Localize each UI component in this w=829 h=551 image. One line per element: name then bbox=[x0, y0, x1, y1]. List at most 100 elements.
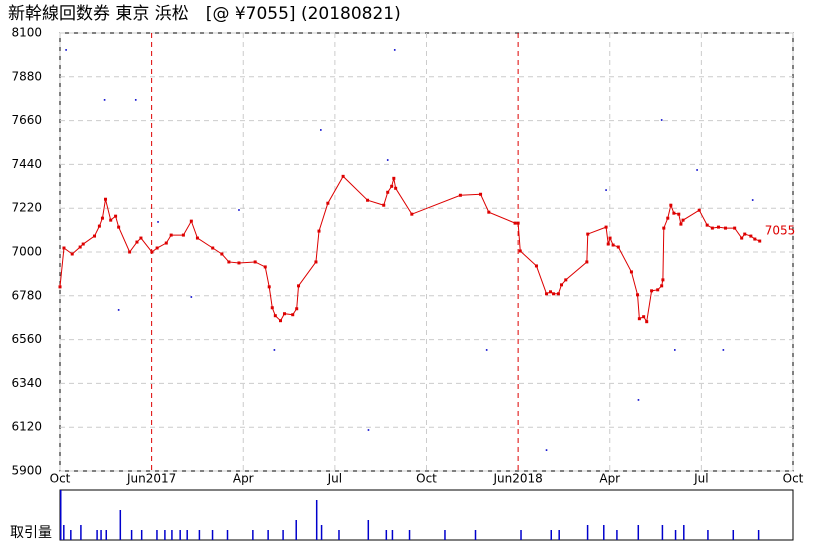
x-tick-label: Jun2017 bbox=[126, 472, 176, 486]
volume-bar bbox=[164, 530, 166, 540]
volume-bar bbox=[732, 530, 735, 540]
price-point bbox=[181, 233, 185, 237]
price-point bbox=[662, 226, 666, 230]
price-point bbox=[291, 313, 295, 317]
price-point bbox=[114, 214, 118, 218]
x-tick-label: Oct bbox=[50, 472, 71, 486]
price-point bbox=[681, 218, 685, 222]
quote-point bbox=[660, 119, 663, 121]
volume-bar bbox=[140, 530, 143, 540]
price-point bbox=[637, 317, 641, 321]
price-point bbox=[672, 211, 676, 215]
price-point bbox=[220, 252, 224, 256]
price-point bbox=[263, 265, 267, 269]
y-tick-label: 7440 bbox=[11, 157, 42, 171]
volume-bar bbox=[60, 490, 62, 540]
volume-bar bbox=[70, 530, 72, 540]
volume-bar bbox=[96, 530, 98, 540]
price-point bbox=[677, 212, 681, 216]
volume-bar bbox=[385, 530, 388, 540]
volume-bar bbox=[105, 530, 108, 540]
volume-bar bbox=[100, 530, 102, 540]
price-point bbox=[513, 221, 517, 225]
price-point bbox=[656, 288, 660, 292]
y-tick-label: 7660 bbox=[11, 113, 42, 127]
price-point bbox=[386, 190, 390, 194]
price-point bbox=[195, 236, 199, 240]
price-point bbox=[645, 320, 649, 324]
price-point bbox=[705, 223, 709, 227]
quote-point bbox=[545, 449, 548, 451]
volume-bar bbox=[80, 525, 82, 540]
quote-point bbox=[386, 159, 389, 161]
price-point bbox=[382, 203, 386, 207]
volume-bar bbox=[637, 525, 640, 540]
quote-point bbox=[674, 349, 676, 351]
y-tick-label: 7000 bbox=[11, 245, 42, 259]
volume-bar bbox=[315, 500, 318, 540]
y-tick-label: 7880 bbox=[11, 69, 42, 83]
price-point bbox=[253, 260, 257, 264]
price-point bbox=[606, 242, 610, 246]
quote-point bbox=[273, 349, 276, 351]
volume-bar bbox=[367, 520, 370, 540]
price-point bbox=[559, 283, 563, 287]
price-point bbox=[669, 203, 673, 207]
price-point bbox=[135, 240, 139, 244]
volume-bar bbox=[474, 530, 477, 540]
price-point bbox=[564, 278, 568, 282]
quote-point bbox=[134, 99, 137, 101]
volume-bar bbox=[179, 530, 181, 540]
volume-bar bbox=[586, 525, 589, 540]
quote-point bbox=[637, 399, 640, 401]
quote-point bbox=[485, 349, 488, 351]
volume-bar bbox=[338, 530, 340, 540]
volume-bar bbox=[295, 520, 297, 540]
price-point bbox=[749, 234, 753, 238]
price-point bbox=[128, 250, 132, 254]
volume-bar bbox=[267, 530, 269, 540]
y-tick-label: 8100 bbox=[11, 26, 42, 40]
y-tick-label: 6780 bbox=[11, 288, 42, 302]
volume-bar bbox=[282, 530, 284, 540]
price-line bbox=[59, 175, 760, 324]
price-point bbox=[410, 212, 414, 216]
price-point bbox=[660, 284, 664, 288]
x-tick-label: Oct bbox=[783, 472, 804, 486]
price-point bbox=[341, 174, 345, 178]
volume-bar bbox=[171, 530, 173, 540]
quote-point bbox=[605, 189, 607, 191]
price-point bbox=[70, 252, 74, 256]
price-point bbox=[282, 312, 286, 316]
price-point bbox=[109, 218, 113, 222]
y-tick-label: 6560 bbox=[11, 332, 42, 346]
price-point bbox=[295, 307, 299, 311]
price-point bbox=[534, 264, 538, 268]
volume-bar bbox=[186, 530, 188, 540]
price-point bbox=[545, 292, 549, 296]
price-point bbox=[679, 222, 683, 226]
volume-bar bbox=[391, 530, 394, 540]
last-price-label: 7055 bbox=[765, 224, 796, 238]
volume-bar bbox=[211, 530, 214, 540]
price-point bbox=[100, 216, 104, 220]
price-point bbox=[150, 250, 154, 254]
x-tick-label: Oct bbox=[416, 472, 437, 486]
price-point bbox=[93, 234, 97, 238]
price-point bbox=[724, 226, 728, 230]
price-point bbox=[636, 293, 640, 297]
x-tick-label: Jul bbox=[327, 472, 342, 486]
price-point bbox=[642, 315, 646, 319]
quote-point bbox=[367, 429, 370, 431]
volume-bar bbox=[683, 525, 685, 540]
volume-bar bbox=[63, 525, 65, 540]
volume-bar bbox=[603, 525, 605, 540]
price-point bbox=[169, 233, 173, 237]
quote-point bbox=[117, 309, 120, 311]
chart-title: 新幹線回数券 東京 浜松 [@ ¥7055] (20180821) bbox=[8, 3, 401, 24]
price-point bbox=[518, 249, 522, 253]
volume-bar bbox=[520, 530, 522, 540]
price-point bbox=[273, 314, 277, 318]
price-point bbox=[78, 245, 82, 249]
price-point bbox=[608, 236, 612, 240]
